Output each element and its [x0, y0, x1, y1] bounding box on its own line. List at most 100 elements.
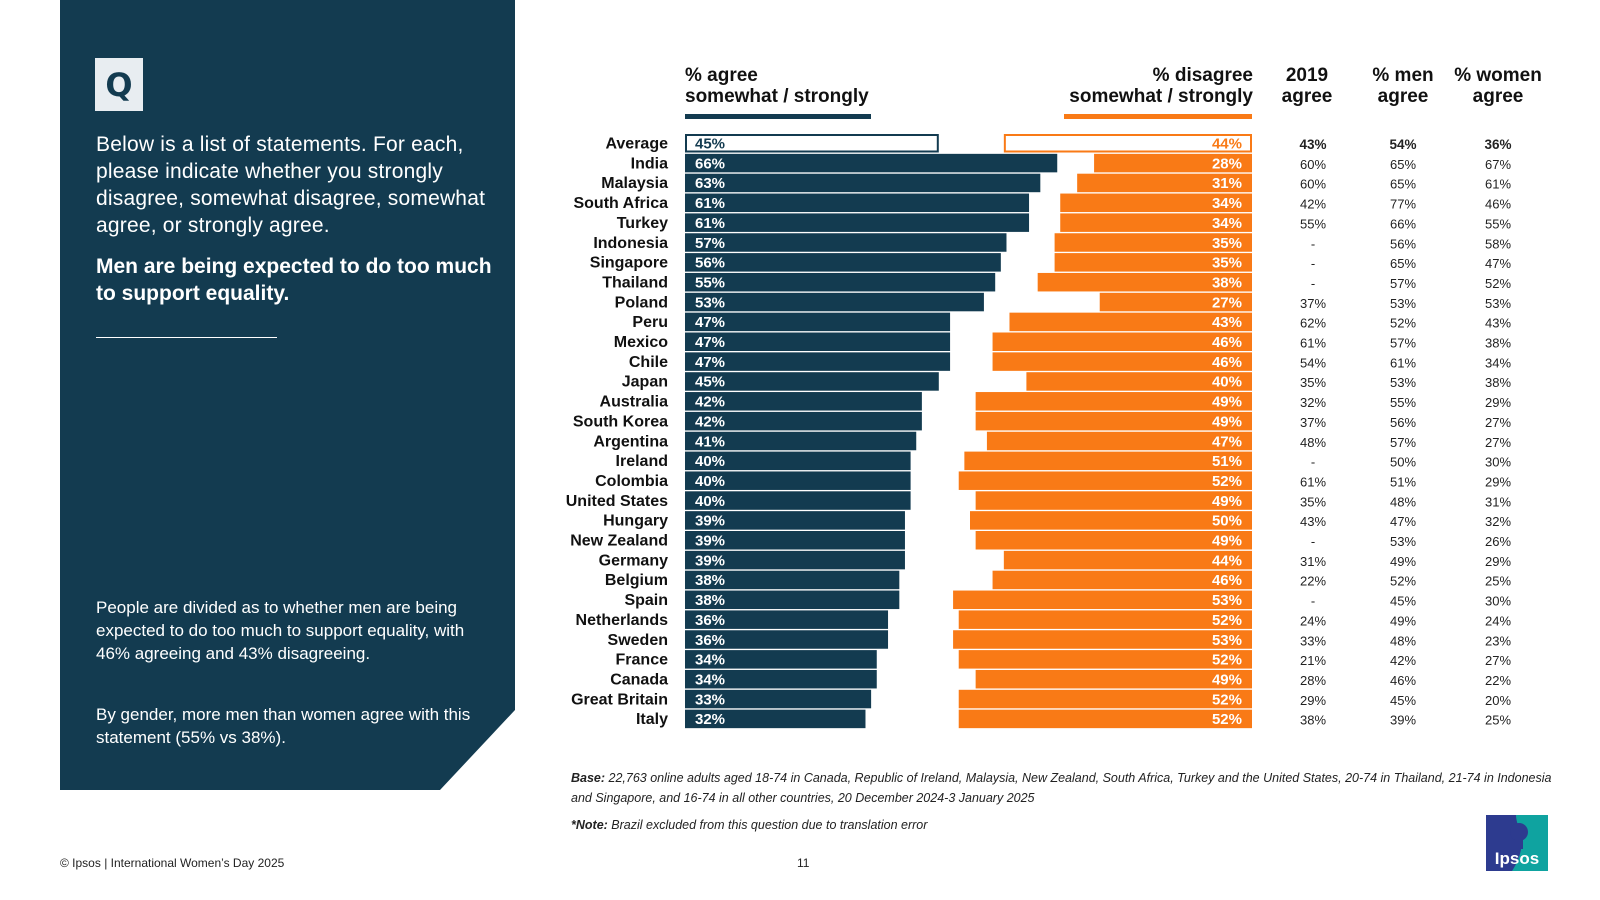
header-agree-line2: somewhat / strongly	[685, 86, 869, 107]
header-2019-line2: agree	[1281, 86, 1333, 107]
summary-text-2: By gender, more men than women agree wit…	[96, 705, 471, 747]
agree-bar	[685, 332, 951, 351]
agree-bar	[685, 451, 911, 471]
disagree-value-label: 49%	[1212, 533, 1242, 550]
agree-bar-average	[685, 134, 939, 153]
agree-bar	[685, 312, 951, 332]
table-cell-women: 26%	[1485, 534, 1511, 549]
table-cell-2019: 60%	[1300, 157, 1326, 172]
category-label: Great Britain	[571, 691, 668, 708]
table-cell-men: 54%	[1389, 137, 1416, 152]
category-label: Spain	[624, 592, 668, 609]
table-cell-men: 45%	[1390, 594, 1416, 609]
table-cell-2019: 21%	[1300, 653, 1326, 668]
disagree-bar	[1060, 213, 1252, 232]
disagree-bar	[1060, 193, 1252, 213]
table-cell-men: 52%	[1390, 316, 1416, 331]
summary-text-1: People are divided as to whether men are…	[96, 598, 465, 663]
agree-header-rule	[685, 114, 871, 119]
category-label: Netherlands	[576, 612, 669, 629]
disagree-bar	[975, 531, 1252, 550]
agree-value-label: 39%	[695, 552, 725, 569]
table-cell-women: 47%	[1485, 256, 1511, 271]
category-label: Mexico	[614, 334, 668, 351]
table-cell-2019: 32%	[1300, 395, 1326, 410]
table-cell-women: 58%	[1485, 236, 1511, 251]
disagree-value-label: 31%	[1212, 175, 1242, 192]
disagree-bar	[1003, 550, 1252, 570]
category-label: Thailand	[602, 274, 668, 291]
disagree-bar	[992, 352, 1252, 371]
agree-value-label: 47%	[695, 334, 725, 351]
table-cell-women: 38%	[1485, 375, 1511, 390]
agree-value-label: 55%	[695, 274, 725, 291]
category-label: Germany	[599, 552, 668, 569]
header-disagree-line1: % disagree	[1152, 65, 1253, 86]
ipsos-logo: Ipsos	[1486, 815, 1548, 871]
disagree-bar	[975, 392, 1252, 411]
table-cell-men: 49%	[1390, 554, 1416, 569]
disagree-value-label: 46%	[1212, 572, 1242, 589]
agree-bar	[685, 272, 996, 292]
table-cell-2019: 33%	[1300, 633, 1326, 648]
agree-value-label: 61%	[695, 215, 725, 232]
header-disagree-line2: somewhat / strongly	[1069, 86, 1253, 107]
agree-value-label: 38%	[695, 572, 725, 589]
category-label: South Korea	[573, 413, 668, 430]
disagree-value-label: 43%	[1212, 314, 1242, 331]
disagree-bar	[992, 332, 1252, 351]
table-cell-women: 25%	[1485, 713, 1511, 728]
table-cell-women: 32%	[1485, 514, 1511, 529]
table-cell-2019: 43%	[1300, 514, 1326, 529]
table-cell-2019: 43%	[1299, 137, 1326, 152]
base-footnote: Base: 22,763 online adults aged 18-74 in…	[571, 768, 1561, 808]
table-cell-2019: 60%	[1300, 177, 1326, 192]
category-label: Japan	[622, 374, 668, 391]
table-cell-2019: 37%	[1300, 415, 1326, 430]
table-cell-women: 36%	[1484, 137, 1511, 152]
agree-value-label: 57%	[695, 235, 725, 252]
table-cell-2019: 28%	[1300, 673, 1326, 688]
agree-bar	[685, 372, 939, 391]
agree-bar	[685, 253, 1001, 272]
agree-value-label: 38%	[695, 592, 725, 609]
table-cell-2019: 22%	[1300, 574, 1326, 589]
table-cell-2019: 31%	[1300, 554, 1326, 569]
category-label: Italy	[636, 711, 668, 728]
logo-text: Ipsos	[1495, 849, 1539, 868]
category-label: Hungary	[603, 513, 668, 530]
table-cell-men: 45%	[1390, 693, 1416, 708]
table-cell-men: 53%	[1390, 534, 1416, 549]
table-cell-2019: 37%	[1300, 296, 1326, 311]
agree-value-label: 47%	[695, 314, 725, 331]
header-women-line2: agree	[1472, 86, 1524, 107]
header-men-line2: agree	[1377, 86, 1429, 107]
table-cell-2019: 61%	[1300, 474, 1326, 489]
table-cell-2019: 54%	[1300, 355, 1326, 370]
disagree-bar	[1054, 253, 1252, 272]
header-agree-line1: % agree	[685, 65, 758, 86]
page-number: 11	[797, 856, 810, 870]
disagree-value-label: 49%	[1212, 413, 1242, 430]
table-cell-men: 39%	[1390, 713, 1416, 728]
agree-bar	[685, 610, 889, 629]
disagree-bar	[992, 570, 1252, 590]
disagree-value-label: 51%	[1212, 453, 1242, 470]
question-statement: Men are being expected to do too much to…	[96, 255, 492, 305]
agree-bar	[685, 292, 984, 312]
category-label: Colombia	[595, 473, 668, 490]
disagree-value-label: 46%	[1212, 354, 1242, 371]
header-men-agree: % men agree	[1358, 65, 1448, 107]
disagree-bar	[953, 630, 1252, 649]
table-cell-men: 49%	[1390, 613, 1416, 628]
agree-bar	[685, 650, 877, 669]
table-cell-women: 24%	[1485, 613, 1511, 628]
agree-bar	[685, 669, 877, 689]
header-women-line1: % women	[1454, 65, 1542, 86]
agree-value-label: 33%	[695, 691, 725, 708]
disagree-value-label: 44%	[1212, 136, 1242, 153]
table-cell-men: 61%	[1390, 355, 1416, 370]
disagree-bar	[986, 431, 1252, 451]
table-cell-women: 29%	[1485, 554, 1511, 569]
